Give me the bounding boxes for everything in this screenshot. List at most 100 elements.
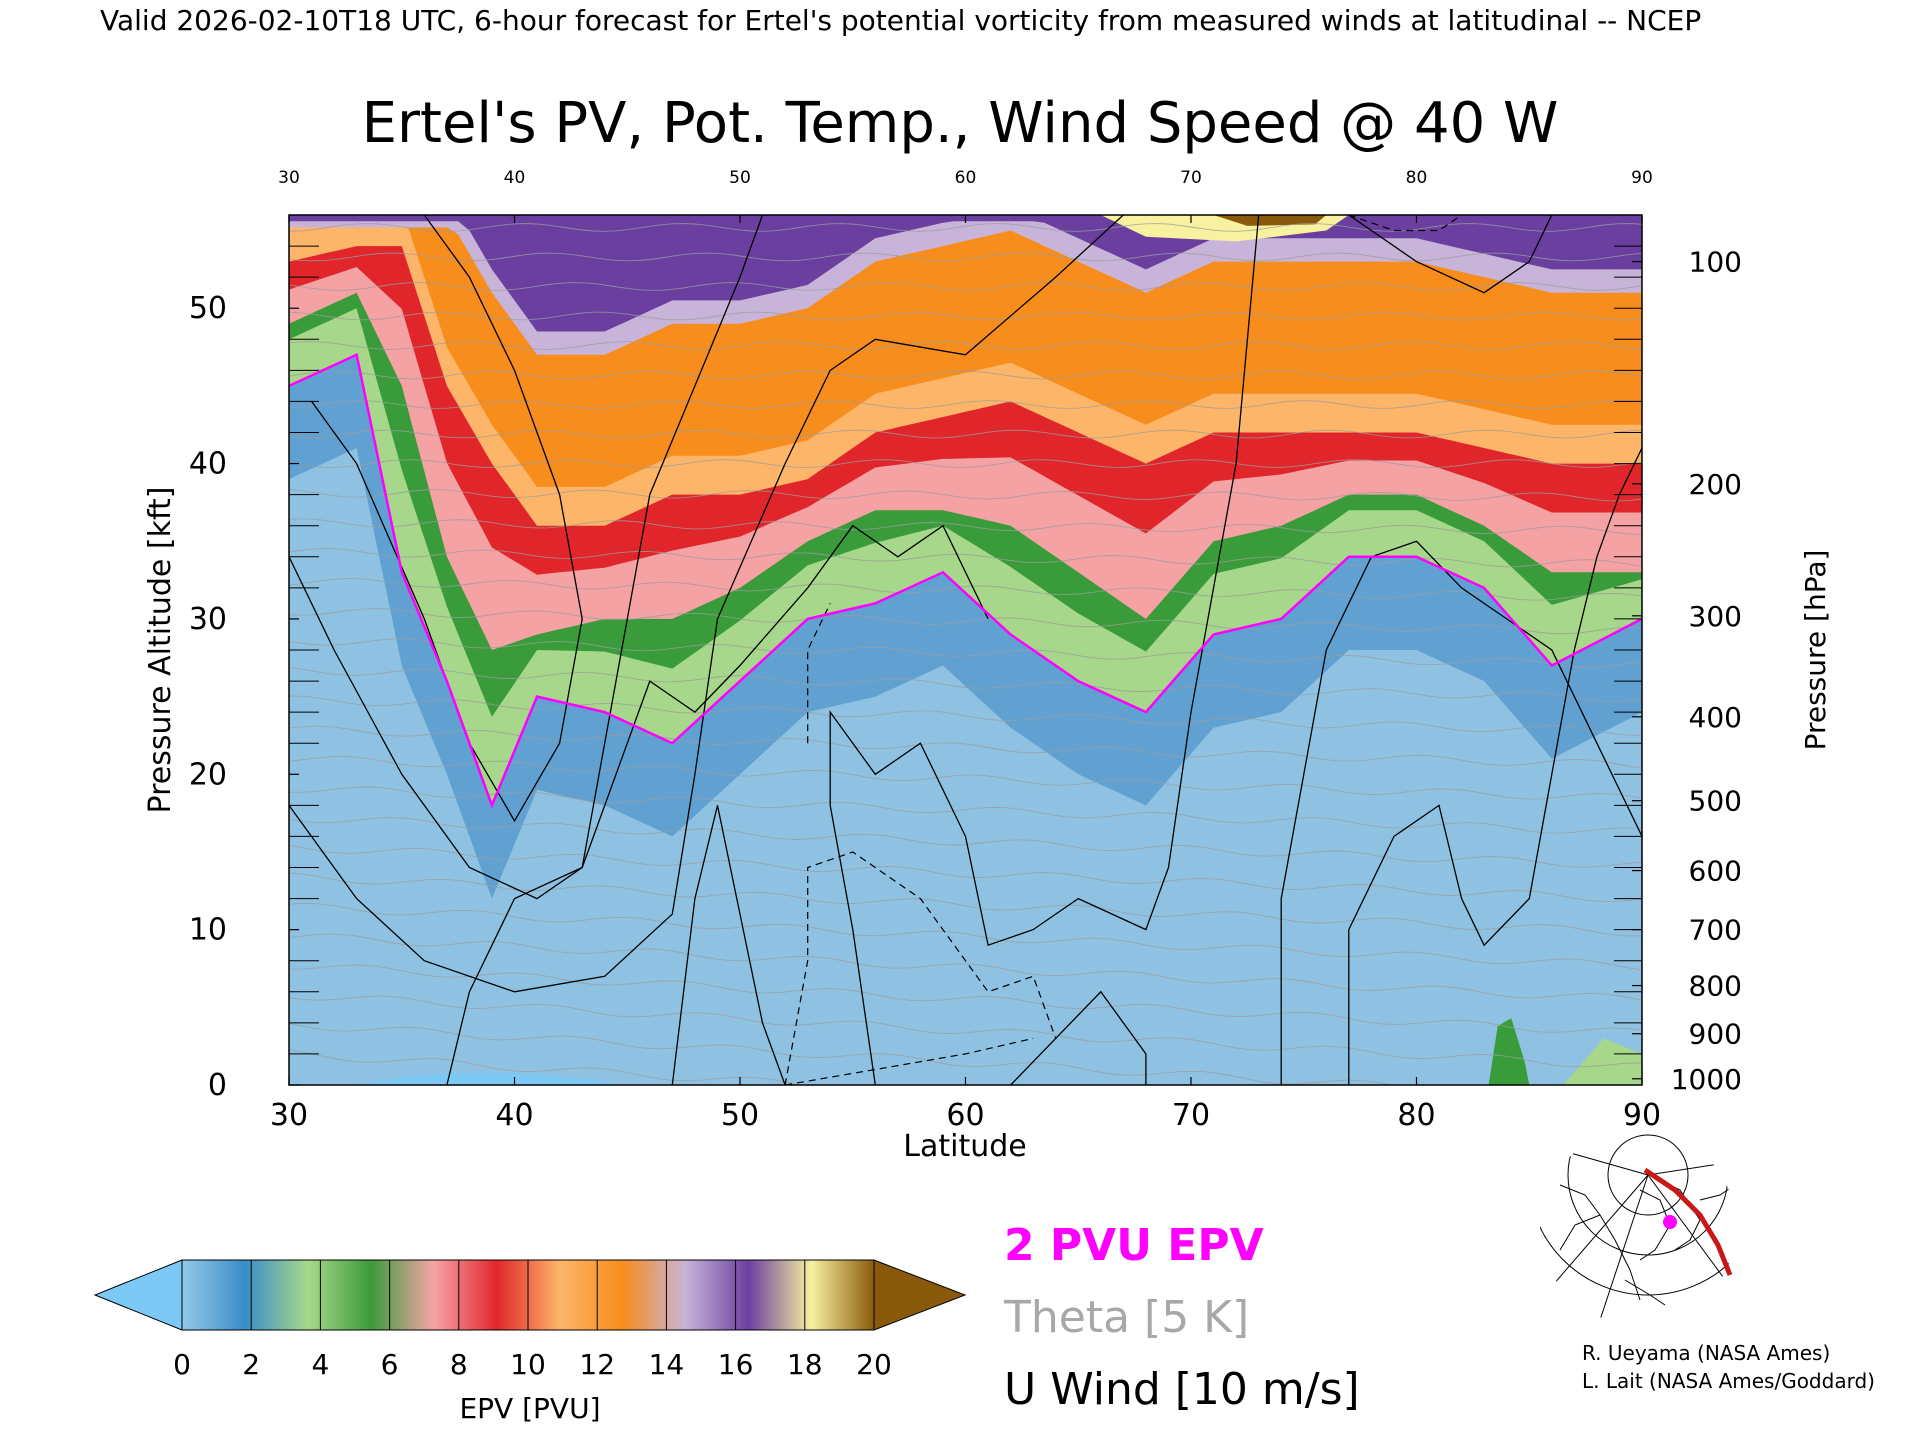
u-wind-contour: [1348, 447, 1642, 1085]
colorbar-tick-label: 6: [381, 1348, 399, 1381]
pressure-tick-label: 500: [1689, 785, 1742, 818]
theta-contour: [289, 1022, 1394, 1085]
epv-bands: [289, 215, 1642, 1085]
u-wind-contour: [289, 215, 1124, 993]
legend-u-wind: U Wind [10 m/s]: [1004, 1364, 1360, 1415]
band-low-spot-1: [1488, 1018, 1530, 1085]
y-tick-label: 0: [208, 1068, 227, 1103]
x-tick-label: 30: [270, 1098, 308, 1133]
theta-contour: [289, 817, 1642, 868]
x-tick-label: 90: [1623, 1098, 1661, 1133]
theta-contour: [289, 638, 1642, 668]
pressure-tick-label: 400: [1689, 701, 1742, 734]
y-axis-label-right: Pressure [hPa]: [1799, 550, 1832, 751]
colorbar-segment: [433, 1260, 498, 1330]
pressure-tick-label: 900: [1689, 1018, 1742, 1051]
x-axis-label: Latitude: [903, 1129, 1026, 1164]
theta-contour: [289, 578, 1642, 601]
pressure-tick-label: 100: [1689, 246, 1742, 279]
colorbar-tick-label: 8: [450, 1348, 468, 1381]
x-tick-label: 40: [495, 1098, 533, 1133]
theta-contour: [289, 725, 1642, 769]
map-marker: [1663, 1215, 1677, 1229]
theta-contour: [289, 518, 1642, 535]
x-tick-label: 80: [1397, 1098, 1435, 1133]
x-tick-label-top: 30: [278, 168, 300, 188]
theta-contour: [289, 964, 1642, 1033]
theta-contour: [289, 786, 1642, 834]
u-wind-contour: [671, 805, 786, 1085]
colorbar-tick-label: 2: [242, 1348, 260, 1381]
colorbar-segment: [748, 1260, 812, 1330]
colorbar-segment: [622, 1260, 686, 1330]
colorbar-tick-label: 16: [718, 1348, 754, 1381]
pv-2-contour: [289, 353, 1642, 809]
x-tick-label-top: 60: [955, 168, 977, 188]
colorbar-segment: [811, 1260, 875, 1330]
u-wind-contour-negative: [784, 851, 1057, 1085]
u-wind-contour: [1280, 540, 1642, 1085]
theta-contour: [289, 872, 1642, 937]
u-wind-contour: [829, 215, 1260, 1085]
theta-contour: [289, 1049, 803, 1085]
x-tick-label: 60: [946, 1098, 984, 1133]
colorbar-over-arrow: [873, 1259, 967, 1331]
axis-ticks: 3030404050506060707080809090010203040501…: [189, 168, 1742, 1133]
theta-contour: [289, 341, 1642, 350]
credit-line-1: R. Ueyama (NASA Ames): [1582, 1341, 1830, 1365]
u-wind-contour: [1010, 990, 1147, 1085]
y-axis-label-left: Pressure Altitude [kft]: [143, 487, 178, 814]
colorbar-tick-label: 0: [173, 1348, 191, 1381]
x-tick-label-top: 90: [1631, 168, 1653, 188]
colorbar-tick-label: 20: [856, 1348, 892, 1381]
theta-contour: [289, 695, 1642, 736]
x-tick-label-top: 80: [1406, 168, 1428, 188]
u-wind-contour: [289, 215, 764, 900]
colorbar-tick-label: 4: [311, 1348, 329, 1381]
colorbar-segment: [182, 1260, 246, 1330]
pressure-tick-label: 800: [1689, 970, 1742, 1003]
credit-line-2: L. Lait (NASA Ames/Goddard): [1582, 1369, 1875, 1393]
pressure-tick-label: 600: [1689, 855, 1742, 888]
colorbar-label: EPV [PVU]: [459, 1392, 600, 1425]
theta-contour: [289, 548, 1642, 568]
pressure-tick-label: 700: [1689, 914, 1742, 947]
pressure-tick-label: 300: [1689, 600, 1742, 633]
band-low-spot-2: [1563, 1038, 1642, 1085]
legend: 2 PVU EPV Theta [5 K] U Wind [10 m/s]: [1003, 1220, 1360, 1415]
valid-time-header: Valid 2026-02-10T18 UTC, 6-hour forecast…: [100, 4, 1701, 37]
colorbar-segment: [559, 1260, 623, 1330]
legend-pv2: 2 PVU EPV: [1004, 1220, 1264, 1271]
colorbar-segment: [370, 1260, 435, 1330]
colorbar-tick-label: 14: [649, 1348, 685, 1381]
locator-map: [1540, 1129, 1738, 1321]
chart-title: Ertel's PV, Pot. Temp., Wind Speed @ 40 …: [362, 91, 1559, 156]
y-tick-label: 40: [189, 447, 227, 482]
plot-area: [289, 215, 1642, 1085]
theta-contours: [289, 223, 1642, 1085]
colorbar-segment: [244, 1260, 309, 1330]
theta-contour: [289, 429, 1642, 439]
band-surface-low: [356, 1072, 628, 1085]
colorbar-tick-label: 18: [787, 1348, 823, 1381]
y-tick-label: 20: [189, 757, 227, 792]
theta-contour: [289, 459, 1642, 468]
y-tick-label: 50: [189, 291, 227, 326]
band-purple: [289, 215, 1642, 332]
theta-contour: [289, 666, 1642, 702]
y-tick-label: 30: [189, 602, 227, 637]
theta-contour: [289, 282, 1642, 291]
theta-contour: [289, 311, 1642, 321]
x-tick-label: 50: [721, 1098, 759, 1133]
colorbar-under-arrow: [93, 1259, 183, 1331]
theta-contour: [289, 223, 1642, 232]
x-tick-label-top: 40: [504, 168, 526, 188]
colorbar: 0 2 4 6 8 10 12 14 16 18 20: [93, 1259, 967, 1381]
x-tick-label-top: 50: [729, 168, 751, 188]
legend-theta: Theta [5 K]: [1003, 1292, 1249, 1343]
theta-contour: [289, 252, 1642, 262]
u-wind-contour: [446, 524, 989, 1085]
colorbar-segment: [685, 1260, 749, 1330]
y-tick-label: 10: [189, 913, 227, 948]
